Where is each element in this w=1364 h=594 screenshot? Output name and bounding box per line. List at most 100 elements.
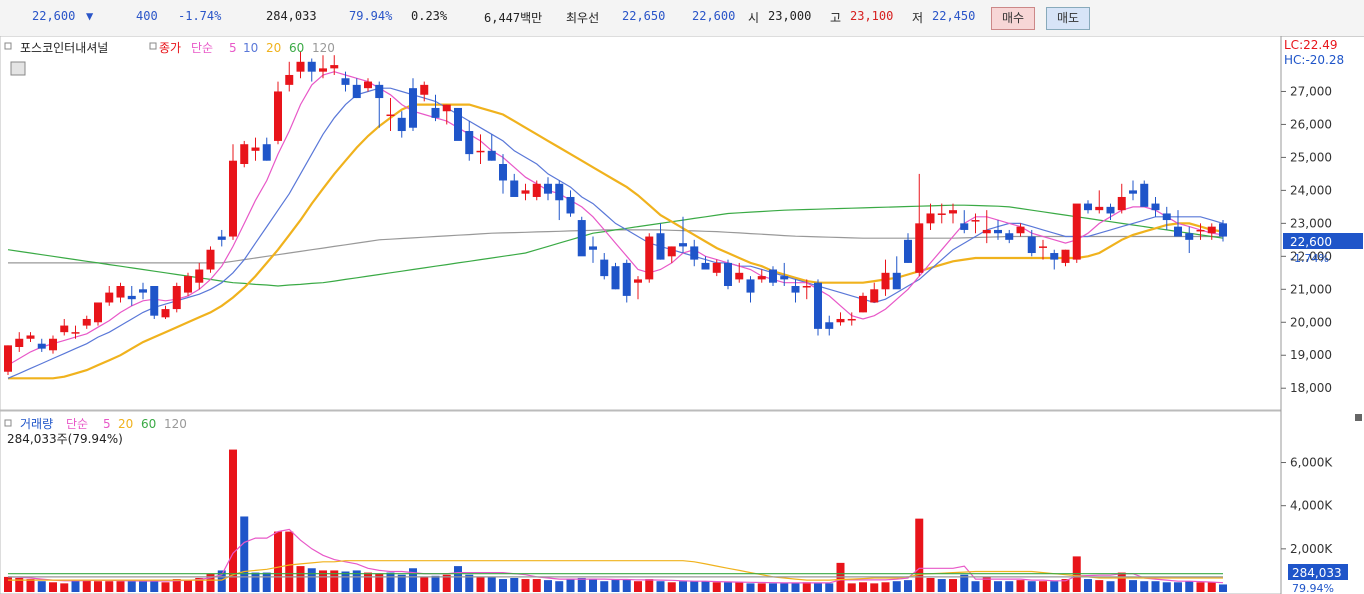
candle-body (71, 332, 80, 334)
volume-bar (735, 582, 744, 592)
volume-bar (645, 579, 654, 592)
volume-bar (994, 581, 1002, 592)
candle-body (1207, 226, 1216, 234)
volume-bar (881, 582, 890, 592)
low-price: 22,450 (932, 9, 976, 23)
volume-ma20-line (8, 560, 1223, 581)
volume-bar (1117, 572, 1126, 592)
candle-body (319, 68, 327, 72)
volume-bar (566, 579, 575, 592)
volume-bar (667, 582, 676, 592)
candle-body (1151, 203, 1160, 211)
volume-ma-lines (7, 528, 1224, 584)
candle-body (521, 190, 530, 194)
turnover-rate: 0.23% (411, 9, 448, 23)
volume-bar (4, 576, 12, 592)
candle-body (892, 272, 901, 290)
volume-bar (656, 581, 665, 592)
volume-bar (420, 576, 429, 592)
current-change-tag-text: -1.74% (1290, 252, 1329, 265)
volume-bar (1084, 579, 1092, 592)
candle-body (667, 246, 676, 257)
candle-body (1106, 206, 1115, 214)
volume-bar (521, 579, 530, 592)
volume-bar (15, 577, 24, 592)
candle-body (420, 84, 429, 95)
volume-bar (577, 577, 586, 592)
candle-body (1027, 236, 1036, 254)
sell-button[interactable]: 매도 (1046, 7, 1091, 30)
candle-body (127, 295, 136, 300)
buy-button[interactable]: 매수 (991, 7, 1036, 30)
volume-bar (757, 583, 766, 592)
volume-value: 284,033 (266, 9, 317, 23)
quote-bar: 22,600 ▼ 400 -1.74% 284,033 79.94% 0.23%… (0, 0, 1364, 37)
legend-box-icon (149, 42, 157, 50)
candle-body (375, 84, 384, 99)
candle-body (994, 229, 1002, 234)
price-axis-label: 24,000 (1290, 183, 1332, 197)
volume-bar (937, 579, 946, 592)
volume-bar (285, 531, 294, 592)
candle-body (982, 229, 991, 234)
volume-bar (701, 581, 710, 592)
volume-bar (510, 577, 519, 592)
candle-body (49, 338, 57, 351)
candle-body (499, 164, 507, 181)
legend-box-icon (4, 419, 12, 427)
candle-body (611, 266, 620, 290)
volume-bar (240, 516, 249, 592)
current-price: 22,600 (32, 9, 76, 23)
candle-body (735, 272, 744, 280)
candle-body (971, 220, 980, 222)
candle-body (442, 104, 451, 112)
candle-body (296, 61, 305, 72)
volume-bar (532, 579, 541, 592)
volume-bar (1005, 581, 1014, 592)
chart-tool-icon[interactable] (10, 61, 26, 76)
volume-bar (454, 566, 462, 592)
panel-menu-icon[interactable] (1355, 414, 1362, 421)
candle-body (1016, 226, 1025, 234)
volume-bar (802, 582, 811, 592)
volume-axis-label: 6,000K (1290, 456, 1333, 470)
down-arrow-icon: ▼ (86, 9, 94, 23)
volume-bar (1129, 580, 1137, 592)
candle-body (1129, 190, 1137, 194)
candlesticks (4, 51, 1227, 376)
legend-ma20: 20 (266, 41, 281, 55)
candle-body (915, 223, 924, 273)
volume-bar (712, 582, 721, 592)
volume-axis-label: 2,000K (1290, 542, 1333, 556)
bid-price: 22,600 (692, 9, 736, 23)
candle-body (26, 335, 35, 339)
candle-body (251, 147, 260, 151)
volume-bar (330, 570, 339, 592)
volume-bar (1050, 581, 1059, 592)
stock-chart[interactable]: 18,000 19,000 20,000 21,000 22,000 23,000 24,0… (0, 36, 1364, 594)
volume-bar (555, 581, 564, 592)
legend-ma5: 5 (229, 41, 237, 55)
volume-bar (1162, 582, 1171, 592)
volume-bar (769, 583, 777, 592)
candle-body (937, 213, 946, 215)
volume-bar (364, 572, 372, 592)
candle-body (195, 269, 204, 283)
volume-bar (746, 583, 755, 592)
volume-bar (375, 573, 384, 592)
volume-bar (611, 579, 620, 592)
candle-body (656, 233, 665, 260)
high-label: 고 (830, 11, 842, 25)
candle-body (330, 65, 339, 69)
candle-body (1140, 183, 1149, 207)
candle-body (307, 61, 316, 72)
price-axis-label: 21,000 (1290, 282, 1332, 296)
volume-bar (982, 576, 991, 592)
volume-bar (229, 449, 237, 592)
candle-body (15, 338, 24, 347)
legend-ma-type: 단순 (191, 41, 213, 55)
candle-body (60, 325, 69, 333)
candle-body (1162, 213, 1171, 221)
volume-bar (476, 576, 485, 592)
volume-bar (307, 568, 316, 592)
